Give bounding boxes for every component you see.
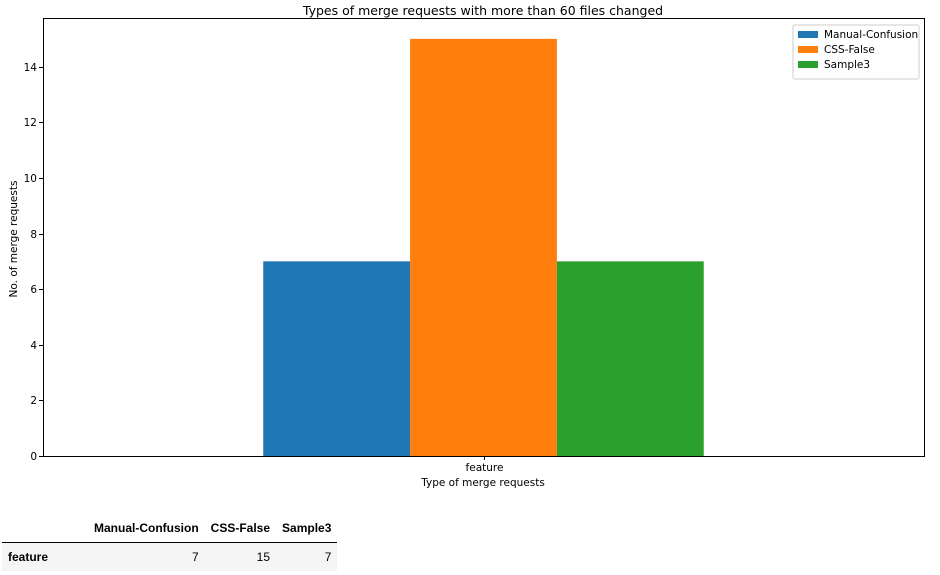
data-table: Manual-Confusion CSS-False Sample3 featu…: [2, 514, 338, 571]
legend-label: Manual-Confusion: [824, 29, 918, 41]
y-tick-label: 0: [30, 451, 37, 463]
y-tick-label: 6: [30, 284, 37, 296]
column-header: Manual-Confusion: [88, 514, 205, 543]
row-label: feature: [8, 550, 49, 564]
legend-box: [792, 24, 920, 80]
legend: Manual-Confusion CSS-False Sample3: [792, 24, 920, 80]
legend-label: CSS-False: [824, 44, 875, 56]
legend-swatch: [798, 61, 818, 68]
bar: [263, 261, 411, 456]
x-tick-label: feature: [466, 462, 504, 474]
legend-swatch: [798, 46, 818, 53]
y-tick-label: 12: [24, 117, 37, 129]
y-tick-label: 10: [24, 173, 37, 185]
table-row: feature 7 15 7: [2, 542, 338, 571]
bar: [556, 261, 704, 456]
table-cell: 7: [324, 550, 332, 564]
y-tick-label: 2: [30, 395, 37, 407]
legend-swatch: [798, 31, 818, 38]
y-tick-label: 14: [24, 62, 38, 74]
x-axis-label: Type of merge requests: [420, 477, 545, 489]
y-tick-label: 8: [30, 229, 37, 241]
column-header: CSS-False: [204, 514, 277, 543]
legend-label: Sample3: [824, 59, 870, 71]
chart-title: Types of merge requests with more than 6…: [302, 3, 663, 18]
plot-area: 0 2 4 6 8 10 12 14 feature: [24, 18, 925, 474]
table-cell: 7: [191, 550, 199, 564]
y-axis-label: No. of merge requests: [8, 181, 20, 298]
bar-chart: Types of merge requests with more than 6…: [8, 3, 925, 489]
y-tick-label: 4: [30, 340, 37, 352]
bar: [410, 38, 557, 456]
table-corner: [2, 514, 89, 543]
table-cell: 15: [256, 550, 271, 564]
table-header-row: Manual-Confusion CSS-False Sample3: [2, 514, 338, 543]
column-header: Sample3: [276, 514, 338, 543]
